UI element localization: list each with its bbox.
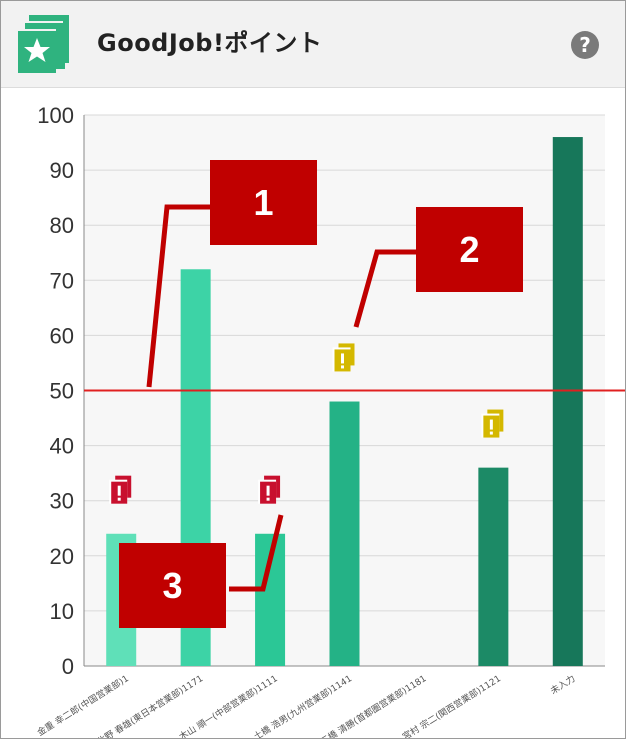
y-tick-label: 10 <box>50 599 74 624</box>
warning-card-icon <box>258 475 281 504</box>
panel-header: GoodJob!ポイント ? <box>1 1 625 88</box>
panel-title: GoodJob!ポイント <box>97 29 323 57</box>
question-circle-icon[interactable]: ? <box>571 31 599 59</box>
y-tick-label: 40 <box>50 434 74 459</box>
y-tick-label: 50 <box>50 379 74 404</box>
bar <box>552 137 583 666</box>
warning-card-icon <box>481 409 504 438</box>
callout-2-label: 2 <box>459 228 480 270</box>
callout-3: 3 <box>119 543 226 628</box>
y-tick-label: 20 <box>50 544 74 569</box>
callout-connector <box>146 204 210 388</box>
callout-1-label: 1 <box>253 181 274 223</box>
bar <box>329 401 360 666</box>
callout-connector <box>229 514 284 592</box>
y-tick-label: 0 <box>62 654 74 679</box>
warning-card-icon <box>109 475 132 504</box>
y-tick-label: 90 <box>50 158 74 183</box>
callout-1: 1 <box>210 160 317 245</box>
y-tick-label: 70 <box>50 268 74 293</box>
y-tick-label: 80 <box>50 213 74 238</box>
y-tick-label: 100 <box>37 103 74 128</box>
star-cards-icon <box>16 15 69 75</box>
y-tick-label: 30 <box>50 489 74 514</box>
callout-3-label: 3 <box>162 564 183 606</box>
y-tick-label: 60 <box>50 323 74 348</box>
callout-connector <box>353 249 416 328</box>
warning-card-icon <box>332 343 355 372</box>
bar <box>478 467 509 666</box>
callout-2: 2 <box>416 207 523 292</box>
x-tick-label: 未入力 <box>548 672 577 696</box>
